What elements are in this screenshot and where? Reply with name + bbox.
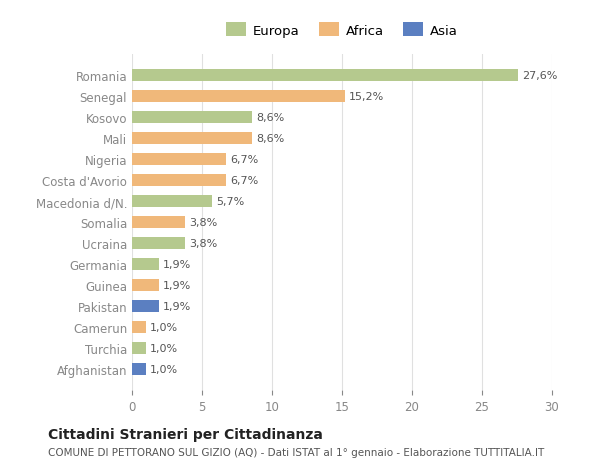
Text: 5,7%: 5,7% [216,197,244,207]
Bar [132,238,185,249]
Text: 1,9%: 1,9% [163,302,191,311]
Bar [132,280,158,291]
Bar [132,154,226,166]
Text: 8,6%: 8,6% [257,113,285,123]
Bar [132,70,518,82]
Text: 3,8%: 3,8% [190,239,218,248]
Bar [132,175,226,186]
Bar [132,301,158,312]
Bar [132,322,146,333]
Bar [132,133,253,145]
Text: 8,6%: 8,6% [257,134,285,144]
Bar [132,91,345,103]
Text: COMUNE DI PETTORANO SUL GIZIO (AQ) - Dati ISTAT al 1° gennaio - Elaborazione TUT: COMUNE DI PETTORANO SUL GIZIO (AQ) - Dat… [48,448,544,458]
Text: Cittadini Stranieri per Cittadinanza: Cittadini Stranieri per Cittadinanza [48,427,323,441]
Text: 1,0%: 1,0% [150,322,178,332]
Legend: Europa, Africa, Asia: Europa, Africa, Asia [221,18,463,43]
Bar [132,364,146,375]
Bar [132,259,158,270]
Text: 3,8%: 3,8% [190,218,218,228]
Bar [132,196,212,207]
Text: 27,6%: 27,6% [523,71,558,81]
Bar [132,217,185,229]
Text: 1,0%: 1,0% [150,343,178,353]
Text: 15,2%: 15,2% [349,92,384,102]
Text: 1,9%: 1,9% [163,259,191,269]
Text: 6,7%: 6,7% [230,155,258,165]
Text: 1,9%: 1,9% [163,280,191,291]
Text: 1,0%: 1,0% [150,364,178,374]
Bar [132,112,253,123]
Text: 6,7%: 6,7% [230,176,258,186]
Bar [132,342,146,354]
